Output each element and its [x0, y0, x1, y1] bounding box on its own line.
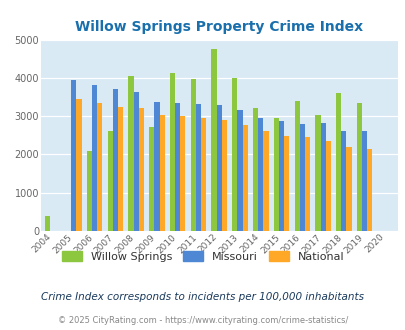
- Bar: [92, 85, 97, 231]
- Bar: [87, 151, 92, 231]
- Bar: [252, 108, 258, 231]
- Bar: [294, 101, 299, 231]
- Bar: [320, 123, 325, 231]
- Legend: Willow Springs, Missouri, National: Willow Springs, Missouri, National: [57, 247, 348, 267]
- Bar: [335, 93, 341, 231]
- Bar: [139, 108, 144, 231]
- Bar: [195, 104, 200, 231]
- Bar: [325, 141, 330, 231]
- Bar: [361, 131, 367, 231]
- Text: Crime Index corresponds to incidents per 100,000 inhabitants: Crime Index corresponds to incidents per…: [41, 292, 364, 302]
- Bar: [107, 131, 113, 231]
- Bar: [128, 76, 133, 231]
- Bar: [258, 118, 263, 231]
- Bar: [169, 73, 175, 231]
- Bar: [284, 136, 289, 231]
- Bar: [71, 80, 76, 231]
- Bar: [278, 121, 284, 231]
- Text: © 2025 CityRating.com - https://www.cityrating.com/crime-statistics/: © 2025 CityRating.com - https://www.city…: [58, 316, 347, 325]
- Bar: [315, 115, 320, 231]
- Bar: [304, 137, 309, 231]
- Bar: [356, 103, 361, 231]
- Bar: [97, 103, 102, 231]
- Bar: [175, 103, 180, 231]
- Bar: [154, 102, 159, 231]
- Bar: [263, 131, 268, 231]
- Bar: [367, 149, 371, 231]
- Title: Willow Springs Property Crime Index: Willow Springs Property Crime Index: [75, 20, 362, 34]
- Bar: [118, 107, 123, 231]
- Bar: [76, 99, 81, 231]
- Bar: [211, 49, 216, 231]
- Bar: [221, 120, 226, 231]
- Bar: [159, 115, 164, 231]
- Bar: [345, 147, 351, 231]
- Bar: [299, 124, 304, 231]
- Bar: [216, 105, 221, 231]
- Bar: [232, 78, 237, 231]
- Bar: [180, 116, 185, 231]
- Bar: [242, 125, 247, 231]
- Bar: [149, 127, 154, 231]
- Bar: [45, 216, 50, 231]
- Bar: [237, 111, 242, 231]
- Bar: [200, 118, 206, 231]
- Bar: [341, 131, 345, 231]
- Bar: [190, 79, 195, 231]
- Bar: [133, 92, 139, 231]
- Bar: [273, 118, 278, 231]
- Bar: [113, 89, 118, 231]
